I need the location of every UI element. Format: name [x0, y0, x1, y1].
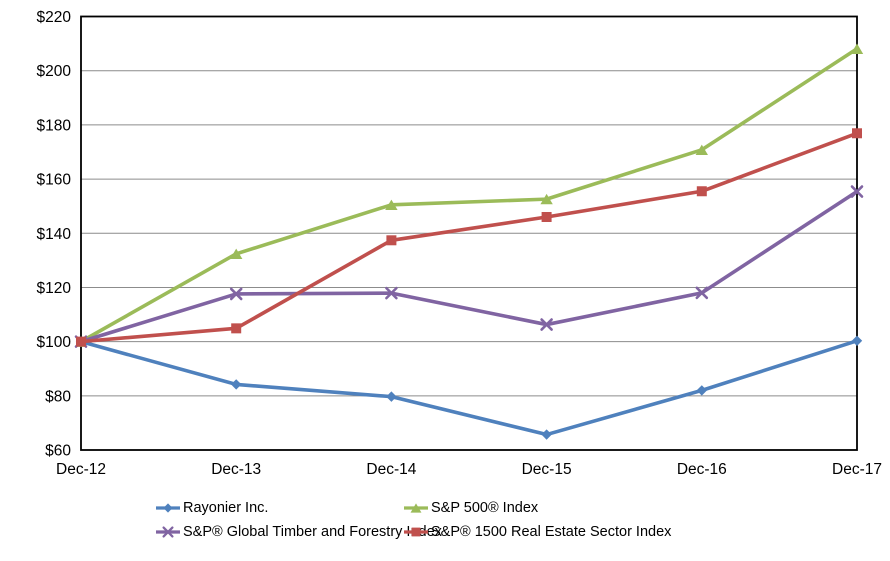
square-marker-icon: [696, 186, 707, 197]
series-line-rayonier-inc: [79, 339, 859, 437]
y-axis-label: $180: [37, 117, 72, 134]
y-axis-label: $120: [37, 280, 72, 297]
y-axis-label: $100: [37, 334, 72, 351]
series-line-s-p-global-timber-and-forestry-index: [79, 189, 859, 344]
y-axis-label: $220: [37, 9, 72, 26]
plot-border: [80, 15, 858, 451]
y-axis-label: $140: [37, 226, 72, 243]
x-marker-icon: [385, 286, 398, 300]
x-axis-label: Dec-12: [56, 461, 106, 478]
diamond-marker-icon: [541, 429, 552, 440]
diamond-marker-icon: [851, 335, 863, 347]
x-axis-label: Dec-17: [832, 461, 882, 478]
y-axis-label: $60: [45, 443, 71, 460]
x-marker-icon: [850, 185, 864, 198]
triangle-marker-icon: [695, 144, 708, 156]
diamond-marker-icon: [696, 385, 707, 396]
square-marker-icon: [852, 128, 862, 139]
x-marker-icon: [695, 286, 709, 300]
square-marker-icon: [541, 211, 552, 222]
x-axis-label: Dec-15: [522, 461, 572, 478]
y-axis-label: $160: [37, 172, 72, 189]
x-axis-label: Dec-13: [211, 461, 261, 478]
x-axis-label: Dec-14: [366, 461, 416, 478]
square-marker-icon: [76, 336, 86, 347]
x-axis-label: Dec-16: [677, 461, 727, 478]
triangle-marker-icon: [850, 43, 864, 54]
y-axis-label: $80: [45, 388, 71, 405]
series-line-s-p-1500-real-estate-sector-index: [79, 131, 859, 344]
square-marker-icon: [386, 235, 397, 246]
triangle-marker-icon: [540, 193, 553, 205]
diamond-marker-icon: [386, 391, 397, 402]
series-line-s-p-500-index: [79, 46, 859, 344]
x-marker-icon: [540, 318, 553, 331]
triangle-marker-icon: [230, 248, 243, 260]
y-axis-label: $200: [37, 63, 72, 80]
diamond-marker-icon: [231, 379, 242, 390]
triangle-marker-icon: [385, 199, 398, 211]
x-marker-icon: [229, 287, 243, 301]
square-marker-icon: [231, 323, 242, 334]
